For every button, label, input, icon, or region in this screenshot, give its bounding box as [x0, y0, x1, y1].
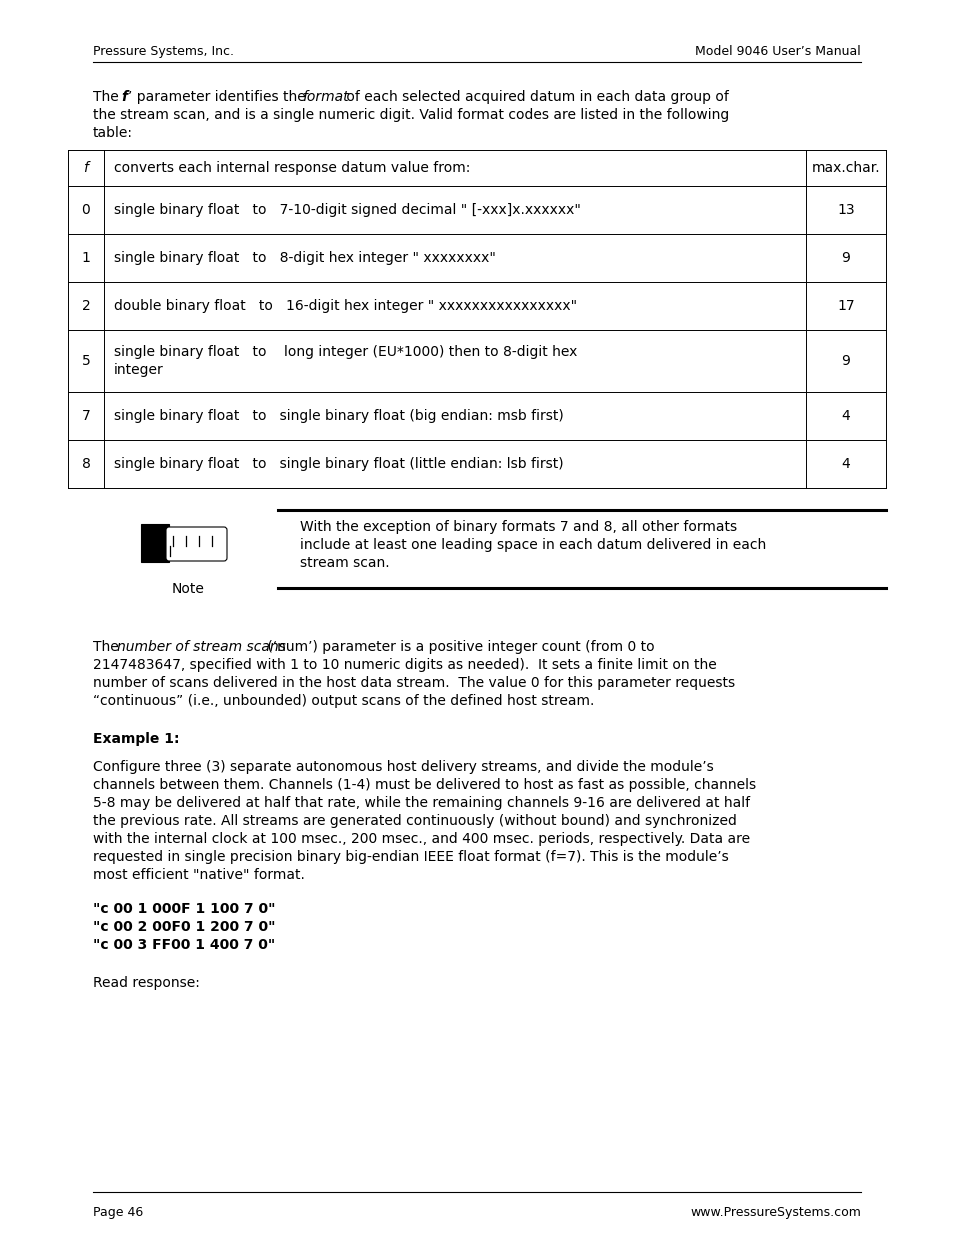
Text: single binary float   to    long integer (EU*1000) then to 8-digit hex: single binary float to long integer (EU*… [113, 345, 577, 359]
Text: Note: Note [172, 582, 204, 597]
Text: f: f [84, 161, 89, 175]
Text: most efficient "native" format.: most efficient "native" format. [92, 868, 305, 882]
Text: 5-8 may be delivered at half that rate, while the remaining channels 9-16 are de: 5-8 may be delivered at half that rate, … [92, 797, 749, 810]
Text: requested in single precision binary big-endian IEEE float format (f=7). This is: requested in single precision binary big… [92, 850, 728, 864]
Text: max.char.: max.char. [811, 161, 880, 175]
Text: with the internal clock at 100 msec., 200 msec., and 400 msec. periods, respecti: with the internal clock at 100 msec., 20… [92, 832, 749, 846]
Text: Configure three (3) separate autonomous host delivery streams, and divide the mo: Configure three (3) separate autonomous … [92, 760, 713, 774]
Text: The: The [92, 640, 123, 655]
Text: The ‘: The ‘ [92, 90, 128, 104]
Text: 4: 4 [841, 457, 849, 471]
Text: ’ parameter identifies the: ’ parameter identifies the [128, 90, 310, 104]
Text: 4: 4 [841, 409, 849, 424]
Text: 9: 9 [841, 354, 849, 368]
Text: 9: 9 [841, 251, 849, 266]
FancyBboxPatch shape [166, 527, 227, 561]
Text: integer: integer [113, 363, 164, 377]
Text: the previous rate. All streams are generated continuously (without bound) and sy: the previous rate. All streams are gener… [92, 814, 736, 827]
Text: 13: 13 [837, 203, 854, 217]
Text: 2: 2 [82, 299, 91, 312]
Text: With the exception of binary formats 7 and 8, all other formats: With the exception of binary formats 7 a… [299, 520, 737, 534]
Text: double binary float   to   16-digit hex integer " xxxxxxxxxxxxxxxx": double binary float to 16-digit hex inte… [113, 299, 577, 312]
Text: format: format [302, 90, 348, 104]
Text: Pressure Systems, Inc.: Pressure Systems, Inc. [92, 44, 233, 58]
Text: "c 00 2 00F0 1 200 7 0": "c 00 2 00F0 1 200 7 0" [92, 920, 275, 934]
Text: "c 00 3 FF00 1 400 7 0": "c 00 3 FF00 1 400 7 0" [92, 939, 275, 952]
Text: Page 46: Page 46 [92, 1207, 143, 1219]
Text: 2147483647, specified with 1 to 10 numeric digits as needed).  It sets a finite : 2147483647, specified with 1 to 10 numer… [92, 658, 716, 672]
Text: Read response:: Read response: [92, 976, 200, 990]
Text: number of stream scans: number of stream scans [117, 640, 286, 655]
Text: "c 00 1 000F 1 100 7 0": "c 00 1 000F 1 100 7 0" [92, 902, 275, 916]
Text: stream scan.: stream scan. [299, 556, 389, 571]
Bar [141, 524, 169, 562]
Text: 5: 5 [82, 354, 91, 368]
Text: 0: 0 [82, 203, 91, 217]
Text: of each selected acquired datum in each data group of: of each selected acquired datum in each … [341, 90, 728, 104]
Text: table:: table: [92, 126, 132, 140]
Text: “continuous” (i.e., unbounded) output scans of the defined host stream.: “continuous” (i.e., unbounded) output sc… [92, 694, 594, 708]
Text: single binary float   to   single binary float (little endian: lsb first): single binary float to single binary flo… [113, 457, 563, 471]
Text: the stream scan, and is a single numeric digit. Valid format codes are listed in: the stream scan, and is a single numeric… [92, 107, 728, 122]
Text: number of scans delivered in the host data stream.  The value 0 for this paramet: number of scans delivered in the host da… [92, 676, 735, 690]
Text: single binary float   to   single binary float (big endian: msb first): single binary float to single binary flo… [113, 409, 563, 424]
Text: Model 9046 User’s Manual: Model 9046 User’s Manual [695, 44, 861, 58]
Text: 7: 7 [82, 409, 91, 424]
Text: 17: 17 [837, 299, 854, 312]
Text: 1: 1 [81, 251, 91, 266]
Text: channels between them. Channels (1-4) must be delivered to host as fast as possi: channels between them. Channels (1-4) mu… [92, 778, 756, 792]
Text: Example 1:: Example 1: [92, 732, 179, 746]
Text: (‘num’) parameter is a positive integer count (from 0 to: (‘num’) parameter is a positive integer … [263, 640, 654, 655]
Text: 8: 8 [81, 457, 91, 471]
Text: www.PressureSystems.com: www.PressureSystems.com [689, 1207, 861, 1219]
Text: include at least one leading space in each datum delivered in each: include at least one leading space in ea… [299, 538, 765, 552]
Text: f: f [121, 90, 127, 104]
Text: single binary float   to   7-10-digit signed decimal " [-xxx]x.xxxxxx": single binary float to 7-10-digit signed… [113, 203, 580, 217]
Text: converts each internal response datum value from:: converts each internal response datum va… [113, 161, 470, 175]
Text: single binary float   to   8-digit hex integer " xxxxxxxx": single binary float to 8-digit hex integ… [113, 251, 496, 266]
